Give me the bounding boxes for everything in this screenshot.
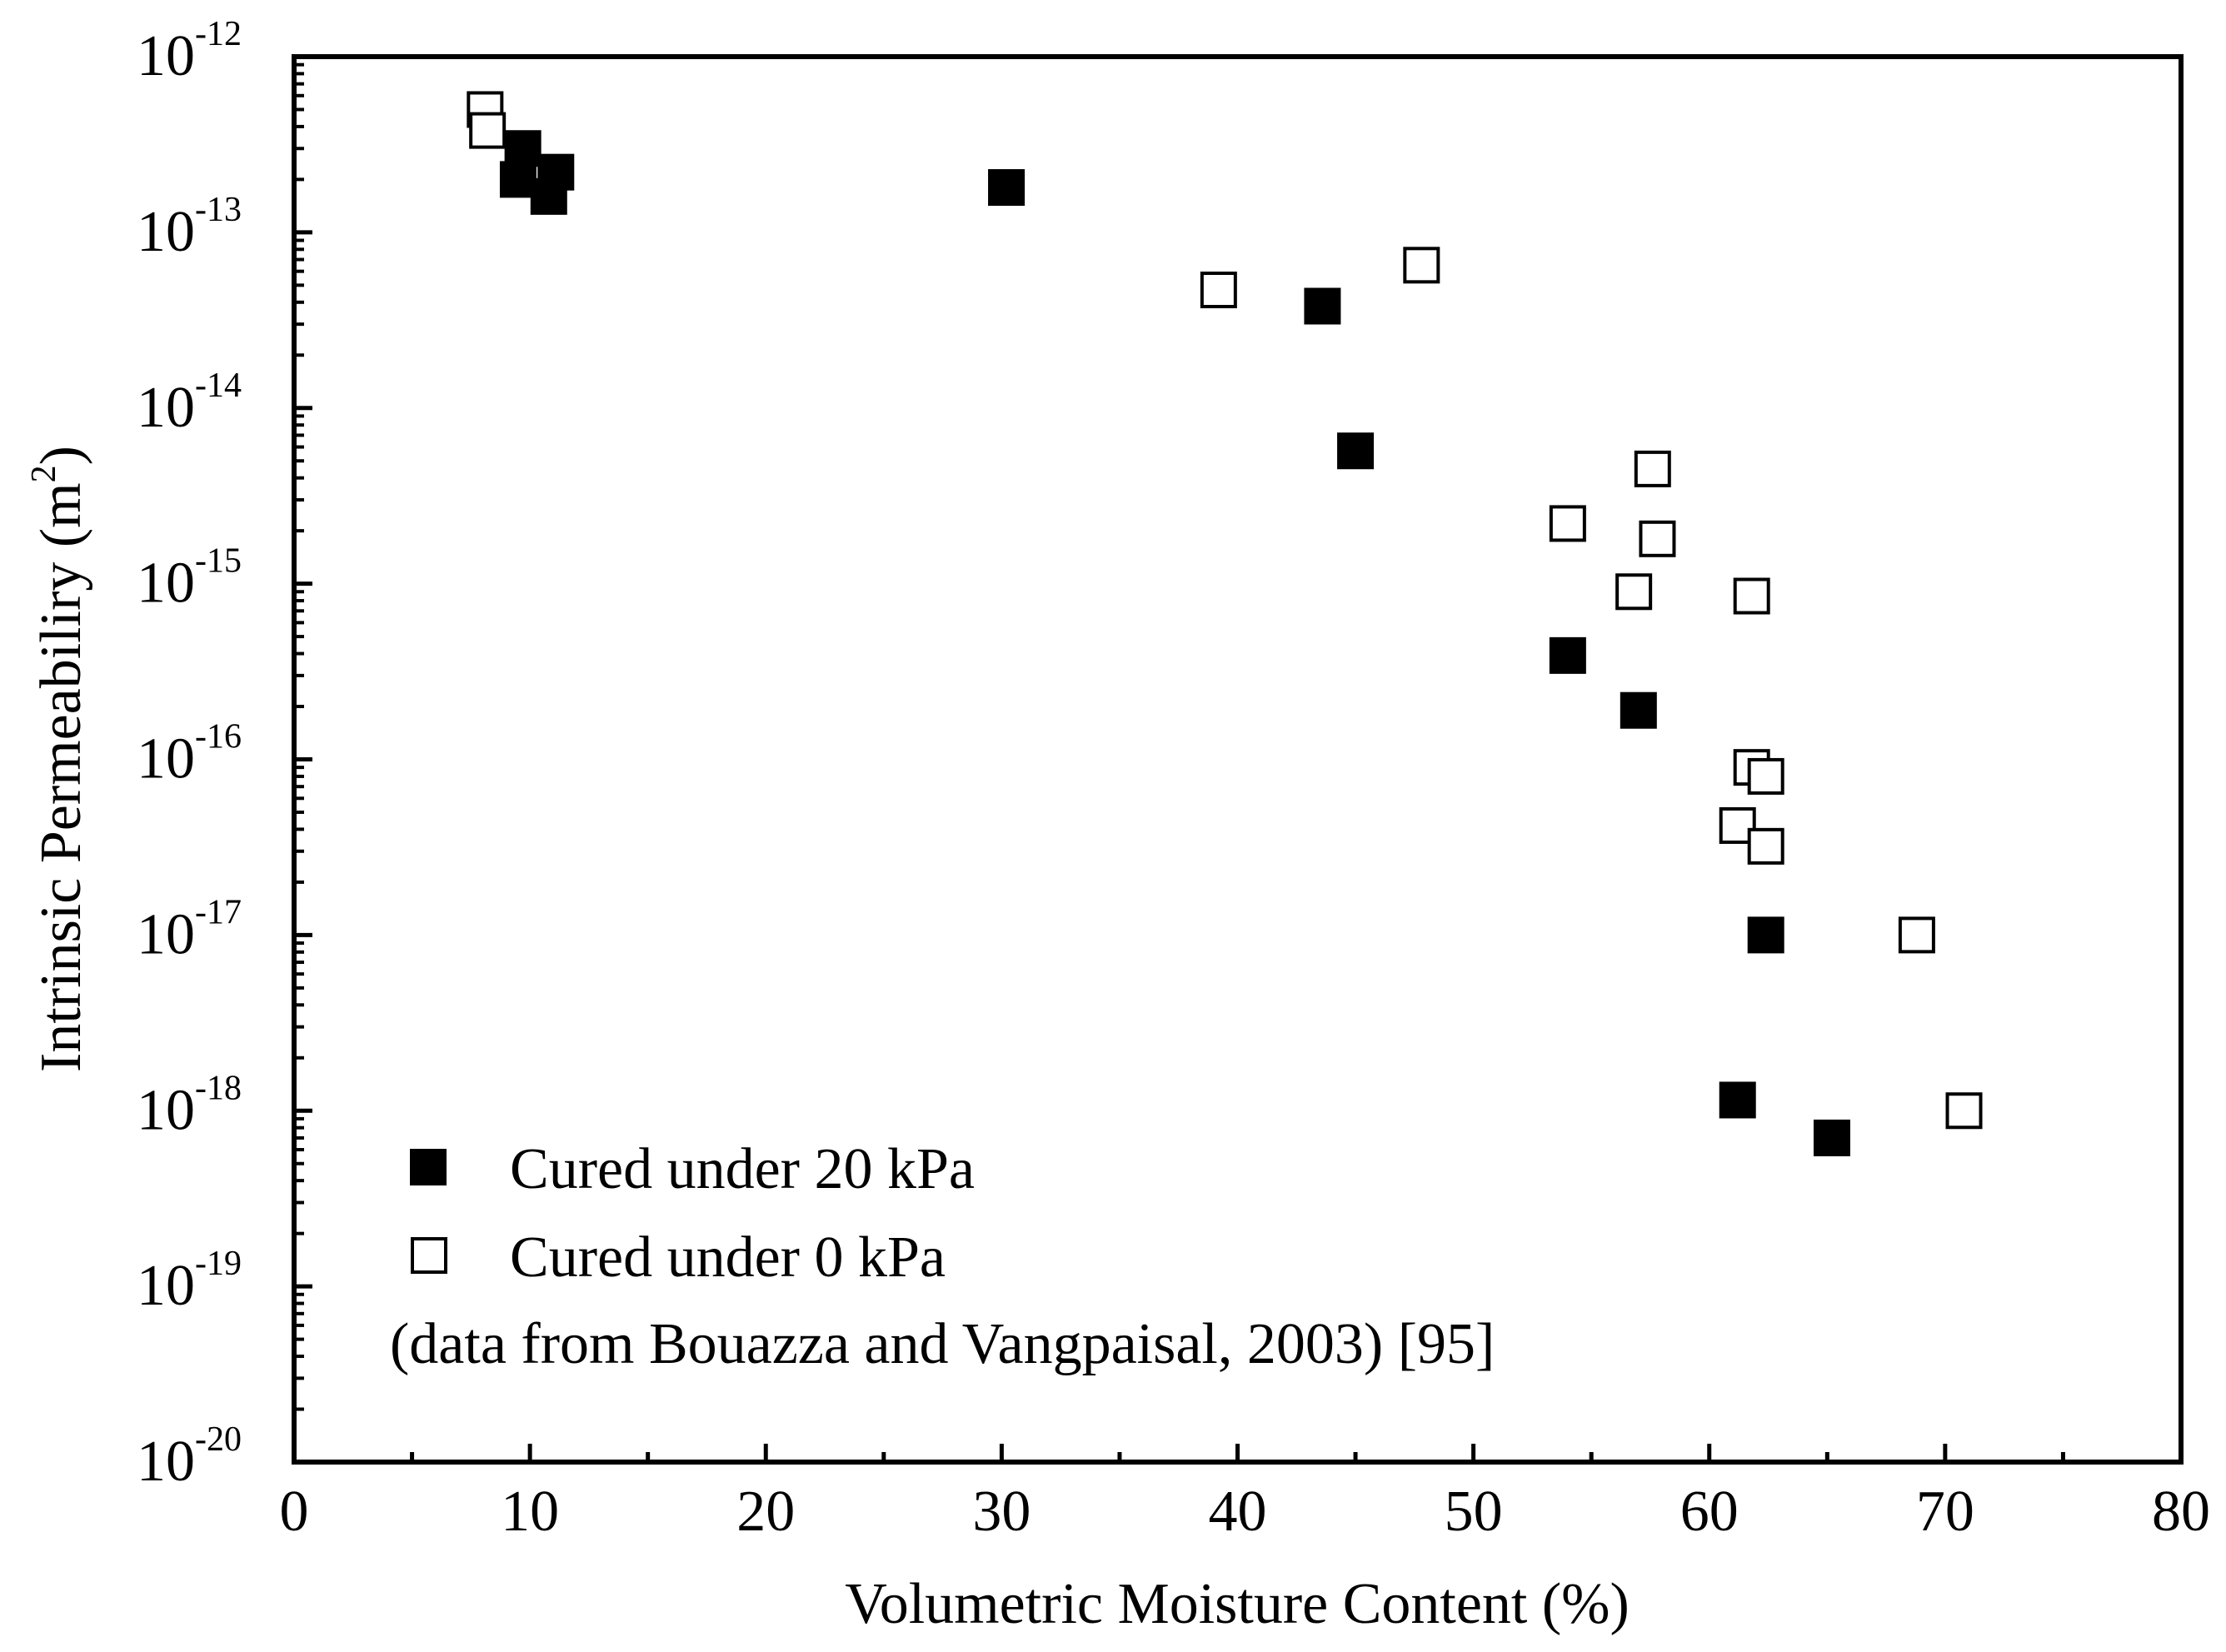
data-point-0kpa — [1747, 827, 1784, 865]
x-tick-label: 50 — [1445, 1480, 1503, 1544]
y-axis-title-close: ) — [29, 446, 93, 465]
data-point-0kpa — [1733, 577, 1770, 615]
y-tick-labels: 10-1210-1310-1410-1510-1610-1710-1810-19… — [137, 15, 242, 1494]
data-point-20kpa — [1337, 432, 1375, 470]
data-point-0kpa — [1200, 272, 1237, 309]
x-tick-label: 0 — [280, 1480, 309, 1544]
y-tick-label-base: 10 — [137, 24, 195, 88]
y-tick-label: 10-17 — [137, 893, 242, 966]
y-tick-label-base: 10 — [137, 376, 195, 440]
y-tick-label: 10-20 — [137, 1420, 242, 1494]
y-tick-label-exponent: -17 — [195, 893, 242, 931]
y-tick-label-base: 10 — [137, 727, 195, 791]
y-tick-label-exponent: -12 — [195, 15, 242, 53]
data-point-0kpa — [469, 112, 507, 149]
data-point-0kpa — [1549, 505, 1586, 542]
y-tick-label-exponent: -16 — [195, 718, 242, 756]
y-tick-label: 10-13 — [137, 191, 242, 264]
y-tick-label: 10-19 — [137, 1245, 242, 1318]
y-tick-label: 10-16 — [137, 718, 242, 791]
y-tick-label-base: 10 — [137, 902, 195, 966]
data-point-0kpa — [1615, 573, 1653, 611]
y-tick-label-exponent: -15 — [195, 542, 242, 581]
data-point-0kpa — [1634, 450, 1671, 487]
data-point-20kpa — [1549, 636, 1586, 674]
y-tick-label-base: 10 — [137, 1254, 195, 1318]
data-point-20kpa — [1719, 1081, 1756, 1119]
x-tick-label: 30 — [972, 1480, 1031, 1544]
x-tick-label: 70 — [1916, 1480, 1974, 1544]
data-point-20kpa — [504, 130, 542, 167]
data-point-20kpa — [1620, 691, 1657, 729]
legend-marker-open-square — [411, 1237, 447, 1274]
plot-frame — [292, 54, 2184, 1465]
legend-label-0kpa: Cured under 0 kPa — [510, 1225, 946, 1290]
data-point-0kpa — [1945, 1092, 1983, 1130]
y-tick-label: 10-18 — [137, 1069, 242, 1142]
y-axis-title-main: Intrinsic Permeabiliry (m — [29, 482, 93, 1072]
y-tick-label-exponent: -20 — [195, 1420, 242, 1459]
y-axis-title-superscript: 2 — [25, 465, 63, 482]
x-tick-label: 60 — [1680, 1480, 1739, 1544]
y-tick-label-base: 10 — [137, 200, 195, 264]
x-tick-label: 10 — [501, 1480, 559, 1544]
data-point-20kpa — [1304, 287, 1341, 325]
legend: Cured under 20 kPa Cured under 0 kPa (da… — [390, 1137, 1495, 1376]
x-tick-labels: 0 10 20 30 40 50 60 70 80 — [280, 1480, 2211, 1544]
data-point-0kpa — [1747, 757, 1784, 795]
y-tick-label-exponent: -13 — [195, 191, 242, 229]
data-markers — [467, 91, 1983, 1156]
y-tick-label-exponent: -14 — [195, 367, 242, 405]
data-point-0kpa — [1403, 247, 1440, 284]
data-point-0kpa — [1639, 520, 1676, 557]
data-source-note: (data from Bouazza and Vangpaisal, 2003)… — [390, 1312, 1495, 1376]
x-tick-label: 40 — [1209, 1480, 1267, 1544]
data-point-20kpa — [530, 177, 567, 215]
y-tick-label-base: 10 — [137, 1078, 195, 1142]
y-tick-label: 10-15 — [137, 542, 242, 616]
y-tick-label-exponent: -19 — [195, 1245, 242, 1283]
y-axis-title: Intrinsic Permeabiliry (m2) — [25, 446, 93, 1072]
data-point-0kpa — [1719, 806, 1756, 844]
legend-marker-filled-square — [410, 1149, 447, 1185]
data-point-0kpa — [1898, 916, 1935, 954]
x-tick-label: 80 — [2152, 1480, 2210, 1544]
legend-label-20kpa: Cured under 20 kPa — [510, 1137, 975, 1201]
data-point-20kpa — [1813, 1119, 1850, 1156]
x-axis-title: Volumetric Moisture Content (%) — [845, 1572, 1630, 1636]
data-point-20kpa — [988, 169, 1026, 207]
y-tick-label-base: 10 — [137, 551, 195, 616]
data-point-20kpa — [1747, 916, 1784, 954]
x-tick-label: 20 — [736, 1480, 795, 1544]
y-tick-label-base: 10 — [137, 1430, 195, 1494]
y-tick-label: 10-12 — [137, 15, 242, 88]
y-tick-label-exponent: -18 — [195, 1069, 242, 1107]
y-tick-label: 10-14 — [137, 367, 242, 440]
data-point-20kpa — [499, 161, 537, 198]
